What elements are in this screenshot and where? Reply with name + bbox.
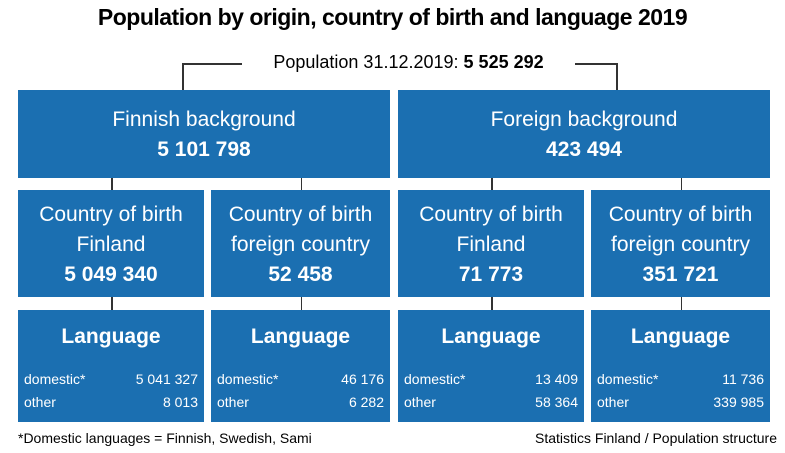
footnote: *Domestic languages = Finnish, Swedish, … <box>18 430 312 446</box>
birth-label: Finland <box>456 233 526 256</box>
connector <box>300 178 302 190</box>
language-box: Language domestic* 5 041 327 other 8 013 <box>18 310 204 422</box>
total-label: Population 31.12.2019: <box>273 52 459 72</box>
connector <box>182 63 242 65</box>
group-value: 423 494 <box>546 138 622 161</box>
connector <box>616 63 618 90</box>
connector <box>575 63 617 65</box>
connector <box>111 297 113 310</box>
language-name: domestic* <box>597 371 659 387</box>
connector <box>491 178 493 190</box>
language-box: Language domestic* 13 409 other 58 364 <box>398 310 584 422</box>
language-name: domestic* <box>24 371 86 387</box>
birth-value: 5 049 340 <box>64 263 158 286</box>
connector <box>111 178 113 190</box>
birth-value: 351 721 <box>642 263 719 286</box>
birth-value: 71 773 <box>458 263 524 286</box>
language-title: Language <box>630 325 731 348</box>
connector <box>680 178 682 190</box>
language-value: 58 364 <box>535 394 578 410</box>
title: Population by origin, country of birth a… <box>97 4 688 30</box>
birth-box: Country of birth Finland 5 049 340 <box>18 190 204 297</box>
language-name: other <box>404 394 436 410</box>
language-box: Language domestic* 46 176 other 6 282 <box>211 310 390 422</box>
language-value: 5 041 327 <box>135 371 198 387</box>
group-box: Finnish background 5 101 798 <box>18 90 390 178</box>
group-value: 5 101 798 <box>157 138 251 161</box>
birth-label: Country of birth <box>39 203 183 226</box>
connector <box>182 63 184 90</box>
birth-box: Country of birth foreign country 52 458 <box>211 190 390 297</box>
language-name: other <box>24 394 56 410</box>
language-value: 13 409 <box>535 371 578 387</box>
language-box: Language domestic* 11 736 other 339 985 <box>591 310 770 422</box>
language-name: domestic* <box>404 371 466 387</box>
total: Population 31.12.2019: 5 525 292 <box>245 52 572 73</box>
language-title: Language <box>250 325 351 348</box>
language-value: 46 176 <box>341 371 384 387</box>
connector <box>491 297 493 310</box>
birth-label: Country of birth <box>608 203 753 226</box>
connector <box>300 297 302 310</box>
language-value: 6 282 <box>348 394 384 410</box>
birth-label: foreign country <box>611 233 750 256</box>
birth-label: Country of birth <box>228 203 373 226</box>
source: Statistics Finland / Population structur… <box>534 430 777 446</box>
language-title: Language <box>441 325 541 348</box>
group-label: Finnish background <box>112 108 296 131</box>
birth-label: Country of birth <box>419 203 563 226</box>
total-value: 5 525 292 <box>463 52 544 72</box>
language-value: 339 985 <box>713 394 764 410</box>
group-box: Foreign background 423 494 <box>398 90 770 178</box>
birth-box: Country of birth Finland 71 773 <box>398 190 584 297</box>
language-value: 8 013 <box>162 394 198 410</box>
connector <box>680 297 682 310</box>
birth-value: 52 458 <box>268 263 333 286</box>
birth-box: Country of birth foreign country 351 721 <box>591 190 770 297</box>
birth-label: Finland <box>76 233 146 256</box>
language-name: other <box>217 394 249 410</box>
language-value: 11 736 <box>722 371 764 387</box>
language-name: other <box>597 394 629 410</box>
language-name: domestic* <box>217 371 279 387</box>
birth-label: foreign country <box>231 233 370 256</box>
group-label: Foreign background <box>490 108 678 131</box>
language-title: Language <box>61 325 161 348</box>
